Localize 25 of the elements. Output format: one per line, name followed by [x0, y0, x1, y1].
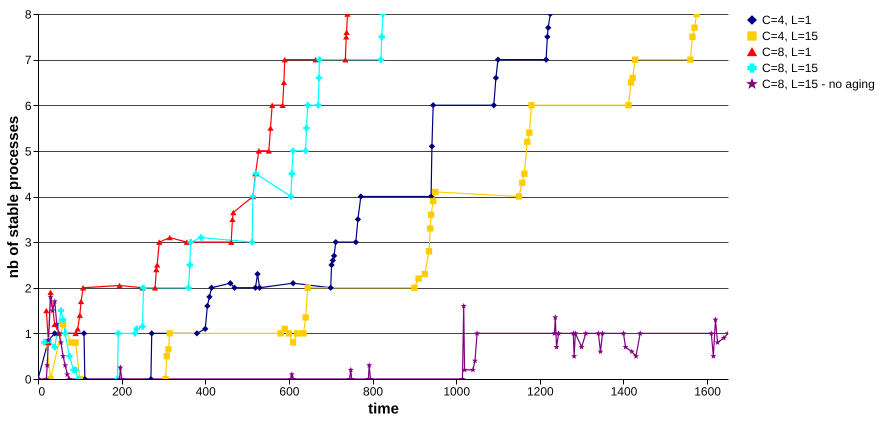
- legend-label: C=4, L=1: [762, 13, 812, 27]
- y-axis-title: nb of stable processes: [4, 116, 22, 278]
- y-tick-label: 7: [24, 53, 32, 68]
- x-axis-title: time: [368, 400, 399, 418]
- x-tick-label: 600: [279, 384, 300, 398]
- x-tick-label: 200: [112, 384, 132, 398]
- y-tick-label: 8: [24, 8, 32, 22]
- x-tick-label: 800: [363, 384, 384, 398]
- y-tick-label: 3: [24, 236, 32, 250]
- x-tick-label: 1600: [694, 384, 722, 398]
- y-tick-label: 4: [24, 190, 32, 204]
- y-tick-label: 0: [24, 372, 32, 386]
- legend-label: C=8, L=1: [762, 45, 812, 59]
- legend-label: C=4, L=15: [762, 29, 818, 43]
- y-tick-label: 1: [24, 326, 32, 341]
- y-tick-label: 2: [24, 281, 32, 296]
- legend-label: C=8, L=15: [762, 61, 818, 75]
- legend-label: C=8, L=15 - no aging: [762, 77, 875, 91]
- x-tick-label: 1200: [526, 384, 554, 398]
- y-tick-label: 6: [24, 98, 32, 113]
- x-tick-label: 1400: [610, 384, 638, 398]
- x-tick-label: 0: [38, 384, 46, 398]
- x-tick-label: 400: [196, 384, 216, 398]
- x-tick-label: 1000: [443, 384, 470, 398]
- y-tick-label: 5: [24, 144, 32, 158]
